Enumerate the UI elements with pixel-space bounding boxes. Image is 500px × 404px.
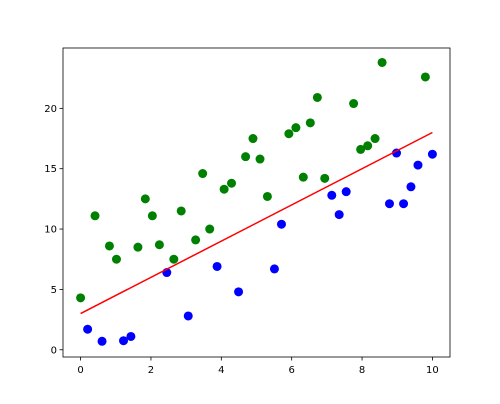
scatter-point [255,154,265,164]
y-tick-label: 20 [44,104,57,115]
scatter-point [104,241,114,251]
scatter-point [83,324,93,334]
scatter-point [269,264,279,274]
scatter-point [341,187,351,197]
scatter-point [420,72,430,82]
scatter-point [262,191,272,201]
scatter-point [413,160,423,170]
scatter-point [370,134,380,144]
x-tick-label: 4 [218,365,224,376]
scatter-point [284,129,294,139]
scatter-point [427,149,437,159]
scatter-point [169,254,179,264]
x-tick-label: 6 [288,365,294,376]
scatter-point [119,336,129,346]
scatter-point [154,240,164,250]
scatter-point [356,144,366,154]
fit-line [80,131,433,315]
x-tick-label: 10 [426,365,439,376]
scatter-point [399,199,409,209]
scatter-point [320,173,330,183]
scatter-point [312,92,322,102]
scatter-point [147,211,157,221]
y-tick-label: 0 [51,345,57,356]
scatter-point [327,190,337,200]
scatter-point [111,254,121,264]
y-tick-label: 15 [44,164,57,175]
y-tick-label: 10 [44,225,57,236]
scatter-point [349,99,359,109]
scatter-point [198,169,208,179]
x-tick-label: 2 [148,365,154,376]
scatter-point [140,194,150,204]
scatter-point [133,242,143,252]
scatter-point [248,134,258,144]
scatter-point [126,331,136,341]
scatter-point [298,172,308,182]
scatter-point [276,219,286,229]
scatter-point [334,210,344,220]
x-tick-label: 8 [359,365,365,376]
scatter-point [392,148,402,158]
scatter-point [176,206,186,216]
x-tick-label: 0 [77,365,83,376]
scatter-point [183,311,193,321]
scatter-point [219,184,229,194]
scatter-point [377,57,387,67]
scatter-point [212,261,222,271]
scatter-point [205,224,215,234]
scatter-point [191,235,201,245]
scatter-point [305,118,315,128]
scatter-point [384,199,394,209]
scatter-point [234,287,244,297]
scatter-point [363,141,373,151]
scatter-point [227,178,237,188]
scatter-point [241,152,251,162]
scatter-point [90,211,100,221]
scatter-point [97,336,107,346]
y-tick-label: 5 [51,285,57,296]
scatter-point [291,123,301,133]
scatter-point [406,182,416,192]
scatter-point [76,293,86,303]
